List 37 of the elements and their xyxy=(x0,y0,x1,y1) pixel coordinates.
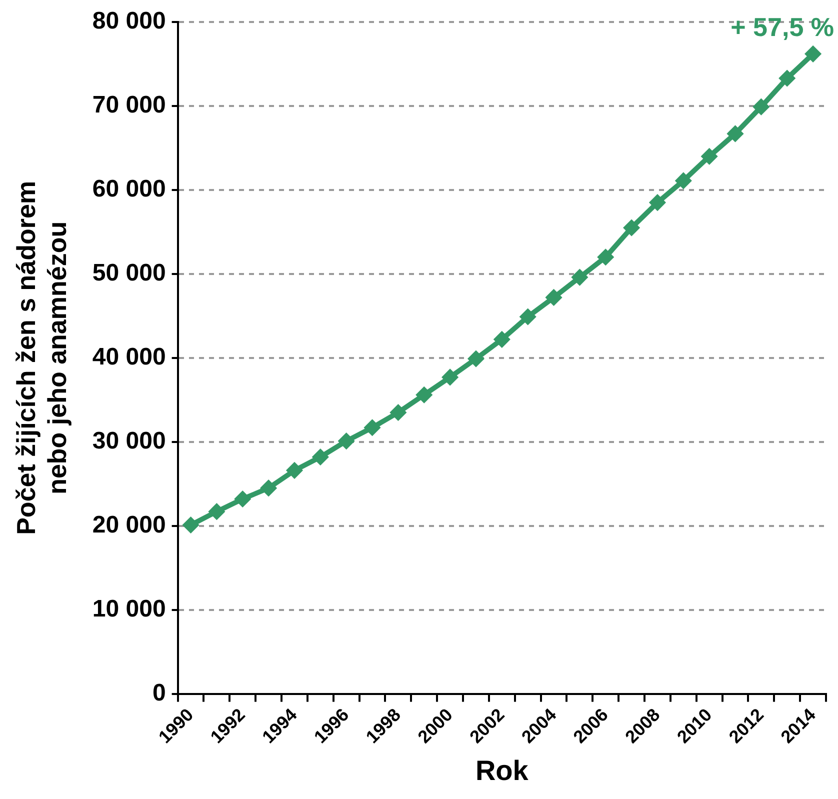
point xyxy=(520,309,536,324)
point xyxy=(442,370,458,385)
y-tick-label: 30 000 xyxy=(92,428,166,455)
point xyxy=(338,434,354,449)
annotation: + 57,5 % xyxy=(730,12,834,42)
point xyxy=(780,70,795,86)
y-tick-label: 80 000 xyxy=(92,8,166,35)
point xyxy=(676,173,691,188)
point xyxy=(598,250,614,265)
point xyxy=(546,290,562,305)
point xyxy=(468,351,484,366)
point xyxy=(235,491,250,506)
point xyxy=(702,148,717,164)
point xyxy=(494,332,510,347)
point xyxy=(572,270,588,285)
point xyxy=(261,480,276,496)
y-tick-label: 60 000 xyxy=(92,176,166,203)
y-tick-label: 20 000 xyxy=(92,511,166,538)
y-tick-label: 70 000 xyxy=(92,92,166,119)
y-tick-label: 0 xyxy=(152,679,166,706)
point xyxy=(183,518,198,533)
point xyxy=(416,387,432,402)
point xyxy=(624,220,640,236)
y-tick-label: 10 000 xyxy=(92,595,166,622)
point xyxy=(728,126,743,142)
y-axis-title: Počet žijících žen s nádorem nebo jeho anamnézou xyxy=(10,180,72,535)
point xyxy=(650,195,665,210)
x-axis-title: Rok xyxy=(475,754,529,786)
point xyxy=(312,450,328,464)
point xyxy=(209,504,224,520)
point xyxy=(754,99,769,114)
point xyxy=(364,420,380,436)
point xyxy=(286,462,302,478)
point xyxy=(806,46,821,62)
y-tick-label: 40 000 xyxy=(92,344,166,371)
y-tick-label: 50 000 xyxy=(92,260,166,287)
point xyxy=(390,404,406,420)
